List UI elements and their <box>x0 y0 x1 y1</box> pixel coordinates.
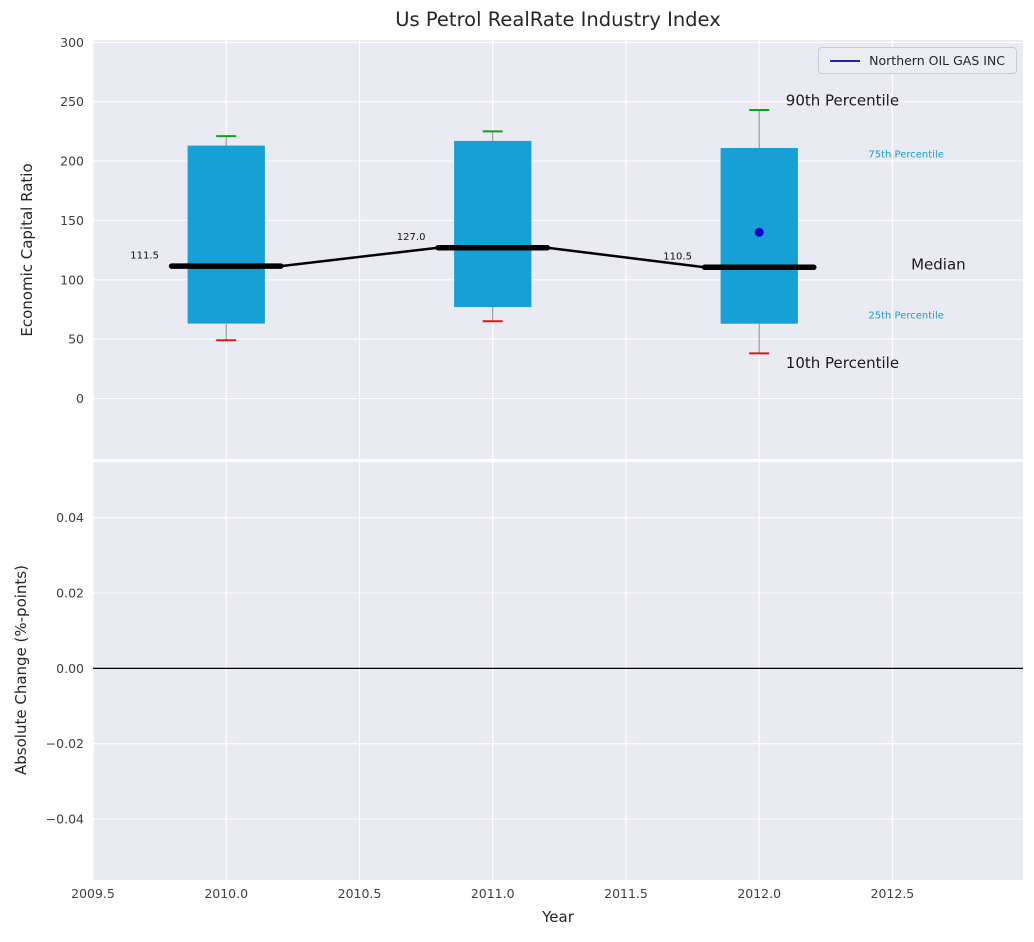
x-tick-label: 2010.0 <box>204 886 248 901</box>
x-tick-label: 2011.5 <box>604 886 648 901</box>
x-tick-label: 2012.5 <box>871 886 915 901</box>
median-connector <box>547 246 705 269</box>
annotation: 25th Percentile <box>868 310 944 321</box>
x-axis-label: Year <box>542 908 574 926</box>
median-value-label: 111.5 <box>130 250 159 261</box>
y-tick-label: 0.02 <box>56 586 84 601</box>
x-tick-label: 2011.0 <box>471 886 515 901</box>
chart-title: Us Petrol RealRate Industry Index <box>395 8 721 31</box>
y-tick-label: 0 <box>76 391 84 406</box>
median-value-label: 110.5 <box>663 252 692 263</box>
plot-background <box>93 462 1023 880</box>
y-tick-label: 200 <box>60 154 84 169</box>
annotation: 90th Percentile <box>786 91 899 109</box>
y-tick-label: 300 <box>60 35 84 50</box>
x-tick-label: 2010.5 <box>338 886 382 901</box>
y-tick-label: 0.04 <box>56 510 84 525</box>
top-y-axis-label: Economic Capital Ratio <box>18 163 36 337</box>
y-tick-label: 150 <box>60 213 84 228</box>
company-point <box>754 227 764 237</box>
legend-label: Northern OIL GAS INC <box>869 53 1005 68</box>
annotation: 10th Percentile <box>786 354 899 372</box>
legend-line-sample <box>830 59 861 62</box>
annotation: 75th Percentile <box>868 150 944 161</box>
legend: Northern OIL GAS INC <box>818 47 1017 74</box>
box <box>187 145 265 324</box>
y-tick-label: 250 <box>60 94 84 109</box>
y-tick-label: −0.04 <box>46 812 84 827</box>
bottom-y-axis-label: Absolute Change (%-points) <box>12 565 30 775</box>
y-tick-label: 100 <box>60 272 84 287</box>
y-tick-label: −0.02 <box>46 736 84 751</box>
annotation: Median <box>911 256 966 274</box>
median-value-label: 127.0 <box>397 232 426 243</box>
box <box>454 140 532 308</box>
y-tick-label: 50 <box>68 332 84 347</box>
x-tick-label: 2012.0 <box>737 886 781 901</box>
y-tick-label: 0.00 <box>56 661 84 676</box>
median-connector <box>280 246 439 268</box>
x-tick-label: 2009.5 <box>71 886 115 901</box>
